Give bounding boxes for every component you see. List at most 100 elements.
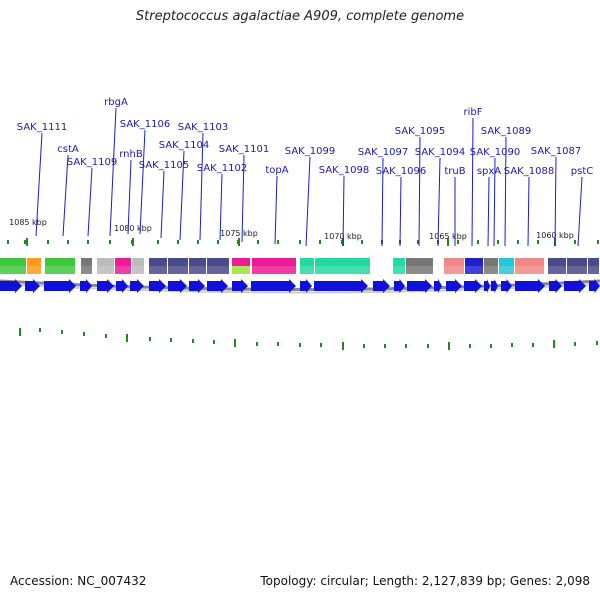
tick-mark — [299, 240, 301, 244]
feature-block-lower — [232, 266, 250, 274]
gene-label-leader — [381, 157, 384, 247]
feature-block — [168, 258, 188, 266]
gene-label-leader — [127, 159, 132, 235]
feature-block-lower — [515, 266, 544, 274]
gene-label: truB — [444, 166, 465, 177]
feature-block — [300, 258, 314, 266]
lower-tick-mark — [213, 340, 215, 344]
gene-label-leader — [139, 129, 146, 235]
feature-block — [45, 258, 75, 266]
lower-tick-mark — [384, 344, 386, 348]
feature-block — [515, 258, 544, 266]
gene-label: ribF — [464, 107, 483, 118]
feature-block-lower — [548, 266, 566, 274]
gene-arrow — [407, 279, 432, 293]
feature-block-lower — [484, 266, 498, 274]
lower-tick-mark — [277, 342, 279, 346]
tick-mark — [7, 240, 9, 244]
tick-mark — [109, 240, 111, 244]
gene-label: SAK_1096 — [376, 166, 426, 177]
tick-mark — [87, 240, 89, 244]
gene-arrow — [434, 279, 442, 293]
gene-label-leader — [35, 132, 43, 237]
gene-label-leader — [399, 176, 402, 247]
feature-block — [567, 258, 587, 266]
feature-block-lower — [252, 266, 296, 274]
gene-label-leader — [160, 170, 165, 239]
gene-label-leader — [418, 136, 421, 247]
gene-arrow — [0, 279, 22, 293]
gene-label-leader — [342, 175, 345, 247]
tick-mark — [517, 240, 519, 244]
feature-block-lower — [300, 266, 314, 274]
feature-block — [81, 258, 92, 266]
lower-tick-mark — [234, 339, 236, 347]
gene-label-leader — [471, 117, 474, 247]
feature-block-lower — [567, 266, 587, 274]
feature-block — [444, 258, 464, 266]
lower-tick-mark — [596, 341, 598, 345]
tick-mark — [47, 240, 49, 244]
gene-arrow — [564, 279, 586, 293]
gene-label: SAK_1109 — [67, 157, 117, 168]
gene-label: pstC — [571, 166, 593, 177]
gene-arrow — [44, 279, 76, 293]
lower-tick-mark — [149, 337, 151, 341]
gene-arrow — [484, 279, 490, 293]
gene-label-leader — [527, 176, 530, 247]
tick-mark — [24, 240, 26, 244]
gene-label: rbgA — [104, 97, 128, 108]
gene-label-leader — [199, 132, 204, 241]
tick-mark — [319, 240, 321, 244]
lower-tick-mark — [299, 343, 301, 347]
gene-arrow — [446, 279, 462, 293]
feature-block-lower — [27, 266, 41, 274]
tick-mark — [277, 240, 279, 244]
gene-label: SAK_1102 — [197, 163, 247, 174]
page-title: Streptococcus agalactiae A909, complete … — [135, 9, 465, 24]
feature-block — [27, 258, 41, 266]
feature-block — [115, 258, 131, 266]
tick-mark — [597, 240, 599, 244]
feature-block — [315, 258, 370, 266]
lower-tick-mark — [511, 343, 513, 347]
tick-mark — [257, 240, 259, 244]
gene-label: SAK_1106 — [120, 119, 170, 130]
gene-arrow — [116, 279, 128, 293]
feature-block — [97, 258, 114, 266]
tick-mark — [477, 240, 479, 244]
major-tick-mark — [238, 238, 240, 246]
gene-arrow — [549, 279, 562, 293]
lower-tick-mark — [427, 344, 429, 348]
gene-label-leader — [487, 176, 490, 247]
gene-arrow — [189, 279, 205, 293]
feature-block — [0, 258, 26, 266]
gene-label: SAK_1087 — [531, 146, 581, 157]
gene-arrow — [589, 279, 600, 293]
gene-label-leader — [554, 156, 557, 247]
feature-block-lower — [189, 266, 206, 274]
accession-label: Accession: NC_007432 — [10, 574, 147, 588]
kbp-tick-label: 1080 kbp — [114, 224, 152, 233]
genome-summary: Topology: circular; Length: 2,127,839 bp… — [260, 574, 590, 588]
kbp-tick-label: 1065 kbp — [429, 232, 467, 241]
gene-label: SAK_1094 — [415, 147, 465, 158]
feature-block — [149, 258, 167, 266]
tick-mark — [67, 240, 69, 244]
feature-block — [189, 258, 206, 266]
lower-tick-mark — [469, 344, 471, 348]
gene-label: SAK_1104 — [159, 140, 209, 151]
gene-label-leader — [504, 136, 507, 247]
gene-arrow — [251, 279, 296, 293]
gene-label: SAK_1089 — [481, 126, 531, 137]
lower-tick-mark — [553, 340, 555, 348]
lower-tick-mark — [61, 330, 63, 334]
gene-arrow — [464, 279, 482, 293]
kbp-tick-label: 1085 kbp — [9, 218, 47, 227]
gene-label: SAK_1103 — [178, 122, 228, 133]
gene-label: cstA — [57, 144, 79, 155]
lower-tick-mark — [192, 339, 194, 343]
feature-block-lower — [588, 266, 599, 274]
gene-label: SAK_1090 — [470, 147, 520, 158]
gene-arrow — [394, 279, 405, 293]
